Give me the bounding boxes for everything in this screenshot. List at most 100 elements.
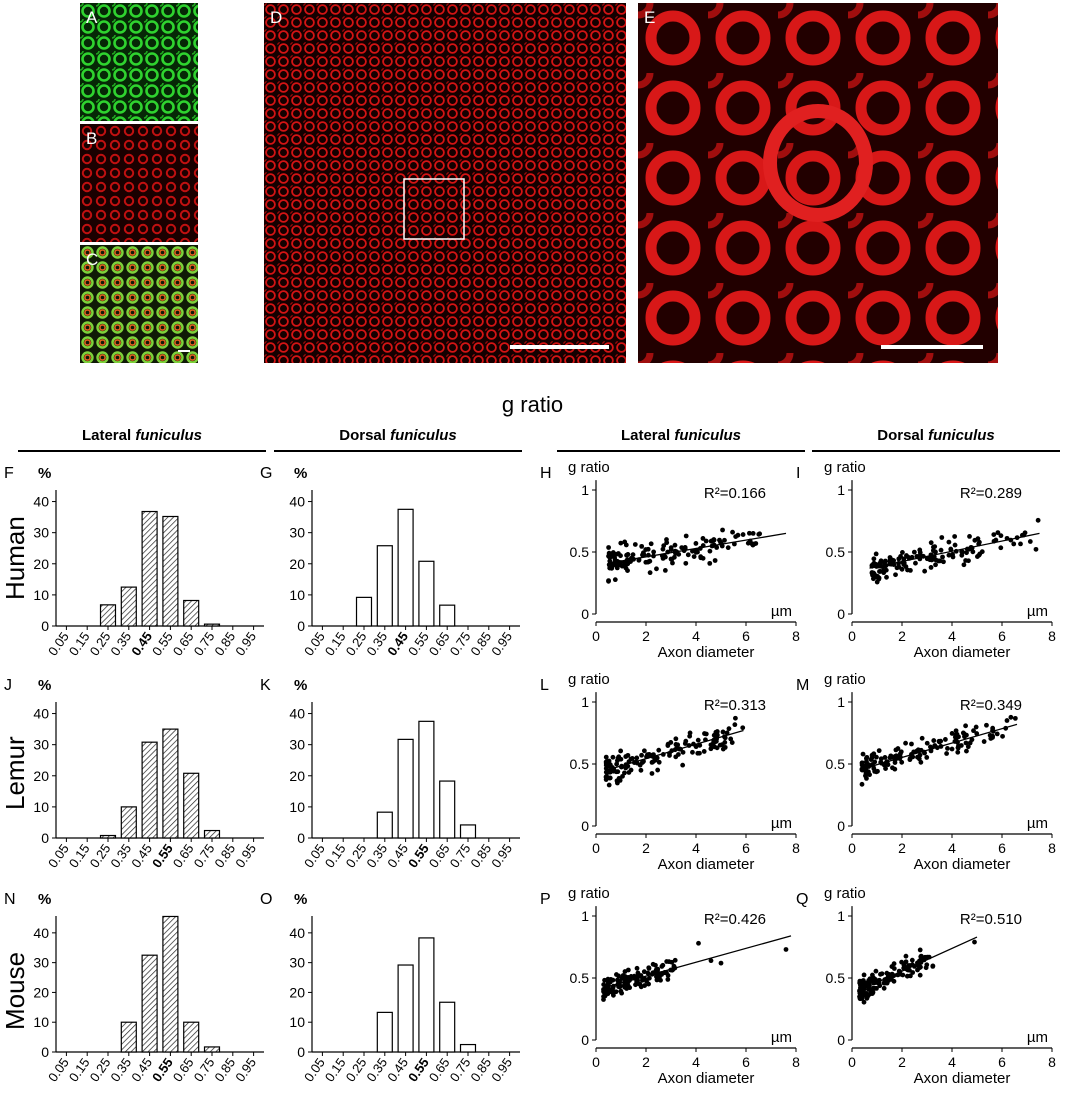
data-point xyxy=(690,548,695,554)
y-tick-label: 0 xyxy=(837,1032,845,1048)
data-point xyxy=(940,554,945,560)
data-point xyxy=(712,558,718,563)
data-point xyxy=(908,973,913,979)
x-tick-label: 0.45 xyxy=(384,629,411,658)
data-point xyxy=(672,957,678,963)
y-tick-label: 10 xyxy=(33,799,49,815)
y-unit-label: % xyxy=(38,465,51,482)
data-point xyxy=(654,566,659,572)
x-tick-label: 2 xyxy=(898,840,906,856)
bar-chart-K: K %0102030400.050.150.250.350.450.550.650… xyxy=(260,677,520,870)
column-header-1: Lateral funiculus xyxy=(18,427,266,452)
data-point xyxy=(640,552,645,558)
regression-line xyxy=(869,532,1040,569)
data-point xyxy=(1000,733,1005,739)
y-tick-label: 0 xyxy=(297,618,305,634)
data-point xyxy=(687,730,693,736)
data-point xyxy=(949,746,955,752)
data-point xyxy=(1035,517,1041,523)
bar xyxy=(203,623,221,627)
x-tick-label: 0.65 xyxy=(426,841,453,870)
data-point xyxy=(918,953,924,959)
x-axis-label: Axon diameter xyxy=(658,856,755,873)
x-tick-label: 0.15 xyxy=(66,841,93,870)
data-point xyxy=(641,748,647,754)
bar-chart-F: F %0102030400.050.150.250.350.450.550.650… xyxy=(4,465,264,658)
x-tick-label: 6 xyxy=(742,628,750,644)
data-point xyxy=(938,738,944,744)
data-point xyxy=(901,562,907,567)
data-point xyxy=(690,749,695,755)
x-tick-label: 0.15 xyxy=(66,1055,93,1084)
data-point xyxy=(618,540,624,546)
data-point xyxy=(1018,541,1023,547)
data-point xyxy=(670,560,675,566)
data-point xyxy=(665,977,671,982)
data-point xyxy=(604,773,609,779)
data-point xyxy=(881,985,887,991)
data-point xyxy=(614,761,620,767)
data-point xyxy=(875,573,880,579)
data-point xyxy=(718,960,724,966)
data-point xyxy=(733,715,738,721)
data-point xyxy=(857,994,863,1000)
data-point xyxy=(894,565,900,571)
data-point xyxy=(1011,541,1017,547)
data-point xyxy=(672,542,678,548)
x-unit-label: µm xyxy=(771,815,792,832)
x-tick-label: 4 xyxy=(692,1054,700,1070)
x-tick-label: 0.15 xyxy=(66,629,93,658)
data-point xyxy=(629,756,635,761)
data-point xyxy=(923,965,929,971)
x-unit-label: µm xyxy=(771,1029,792,1046)
data-point xyxy=(981,739,987,744)
data-point xyxy=(952,542,958,548)
y-tick-label: 40 xyxy=(33,706,49,722)
x-tick-label: 0.95 xyxy=(232,1055,259,1084)
x-tick-label: 0.75 xyxy=(191,629,218,658)
y-tick-label: 10 xyxy=(289,587,305,603)
x-tick-label: 0.65 xyxy=(426,629,453,658)
data-point xyxy=(860,990,866,996)
x-tick-label: 0.85 xyxy=(211,629,238,658)
data-point xyxy=(683,738,689,744)
regression-line xyxy=(859,936,978,991)
bar-chart-O: O %0102030400.050.150.250.350.450.550.650… xyxy=(260,891,520,1084)
panel-letter-a: A xyxy=(86,8,98,27)
bar xyxy=(376,1011,393,1053)
micrograph-b-red xyxy=(80,124,198,242)
data-point xyxy=(930,963,936,969)
data-point xyxy=(917,947,923,953)
data-point xyxy=(708,958,714,964)
data-point xyxy=(899,959,905,965)
regression-line xyxy=(605,729,744,771)
y-tick-label: 20 xyxy=(289,768,305,784)
data-point xyxy=(626,770,632,775)
data-point xyxy=(644,978,649,984)
x-unit-label: µm xyxy=(1027,815,1048,832)
data-point xyxy=(946,552,952,558)
x-tick-label: 8 xyxy=(1048,840,1056,856)
x-tick-label: 0.65 xyxy=(170,1055,197,1084)
data-point xyxy=(675,752,681,757)
bar xyxy=(99,834,117,839)
data-point xyxy=(984,722,989,728)
y-tick-label: 30 xyxy=(33,525,49,541)
data-point xyxy=(911,549,917,555)
data-point xyxy=(616,973,621,979)
data-point xyxy=(950,551,955,557)
x-axis-label: Axon diameter xyxy=(658,1070,755,1087)
data-point xyxy=(730,529,735,535)
data-point xyxy=(728,736,734,742)
y-axis-label: g ratio xyxy=(568,885,610,902)
data-point xyxy=(722,740,728,745)
data-point xyxy=(964,748,969,754)
data-point xyxy=(969,737,975,743)
data-point xyxy=(1027,539,1033,544)
panel-letter-m: M xyxy=(796,677,809,694)
x-unit-label: µm xyxy=(1027,603,1048,620)
data-point xyxy=(753,541,759,546)
y-tick-label: 0.5 xyxy=(826,970,846,986)
data-point xyxy=(725,545,731,551)
